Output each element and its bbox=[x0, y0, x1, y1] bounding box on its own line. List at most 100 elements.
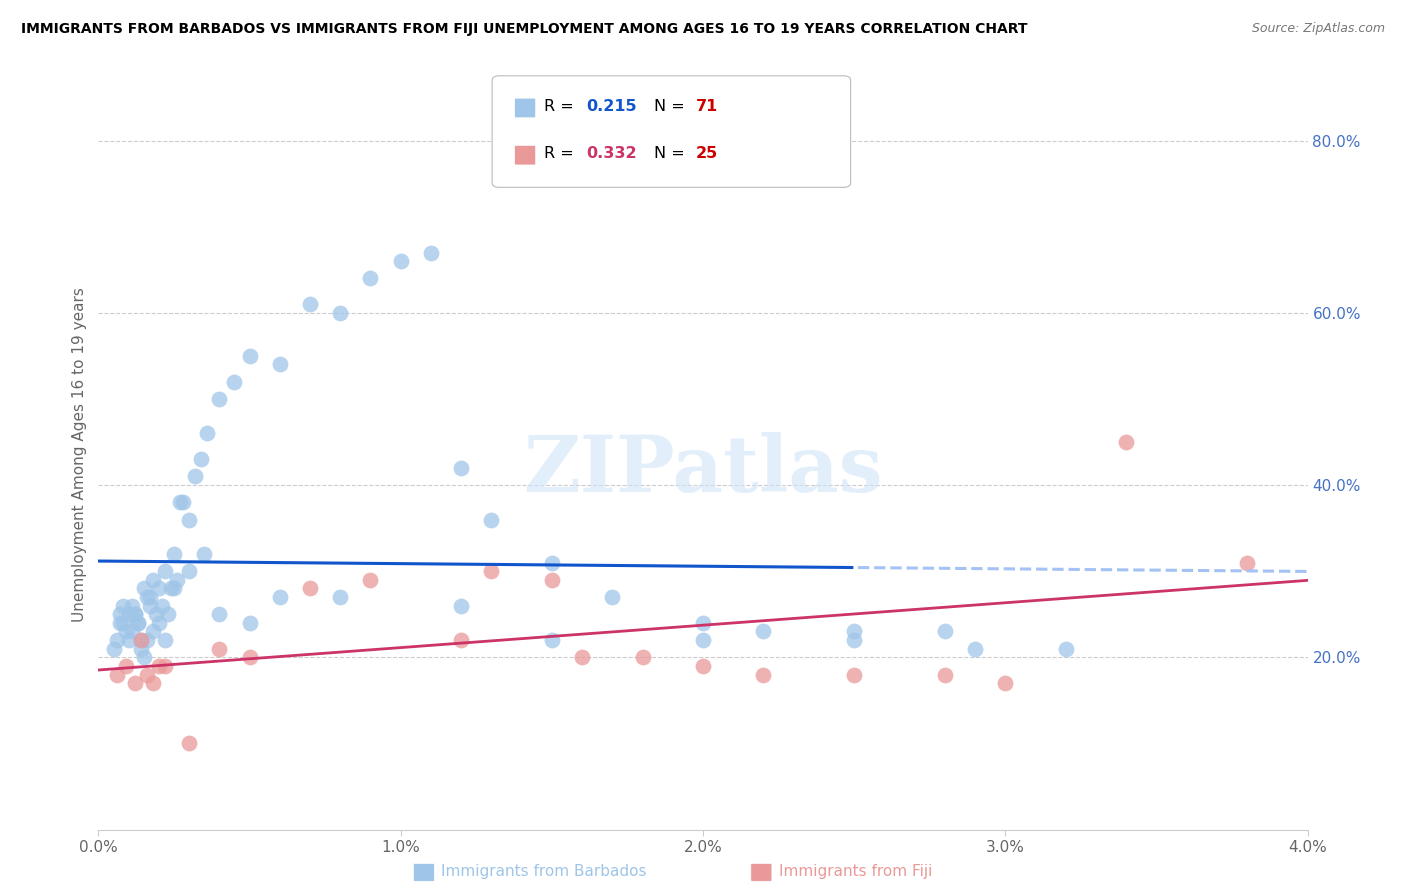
Point bbox=[1236, 556, 1258, 570]
Point bbox=[360, 271, 382, 285]
Point bbox=[179, 512, 201, 526]
Point bbox=[602, 590, 624, 604]
Point bbox=[934, 667, 956, 681]
Point bbox=[389, 254, 412, 268]
Point bbox=[208, 641, 231, 656]
Y-axis label: Unemployment Among Ages 16 to 19 years: Unemployment Among Ages 16 to 19 years bbox=[72, 287, 87, 623]
Point bbox=[118, 607, 141, 622]
Text: R =: R = bbox=[544, 99, 579, 113]
Point bbox=[108, 607, 131, 622]
Point bbox=[142, 624, 165, 639]
Point bbox=[163, 582, 186, 596]
Point bbox=[166, 573, 188, 587]
Point bbox=[132, 650, 155, 665]
Point bbox=[1115, 435, 1137, 450]
Point bbox=[224, 375, 246, 389]
Point bbox=[148, 582, 170, 596]
Point bbox=[844, 667, 866, 681]
Point bbox=[135, 590, 157, 604]
Point bbox=[208, 392, 231, 406]
Point bbox=[299, 582, 322, 596]
Point bbox=[450, 633, 472, 648]
Point bbox=[844, 633, 866, 648]
Point bbox=[269, 590, 291, 604]
Point bbox=[481, 512, 503, 526]
Point bbox=[121, 624, 143, 639]
Point bbox=[299, 297, 322, 311]
Point bbox=[150, 599, 173, 613]
Point bbox=[124, 607, 146, 622]
Text: Immigrants from Barbados: Immigrants from Barbados bbox=[441, 864, 647, 879]
Point bbox=[239, 349, 262, 363]
Point bbox=[179, 564, 201, 578]
Point bbox=[450, 599, 472, 613]
Point bbox=[631, 650, 654, 665]
Point bbox=[142, 676, 165, 690]
Point bbox=[114, 659, 136, 673]
Point bbox=[169, 495, 191, 509]
Text: Source: ZipAtlas.com: Source: ZipAtlas.com bbox=[1251, 22, 1385, 36]
Point bbox=[179, 736, 201, 750]
Point bbox=[145, 607, 167, 622]
Point bbox=[153, 564, 176, 578]
Text: 0.332: 0.332 bbox=[586, 146, 637, 161]
Point bbox=[934, 624, 956, 639]
Text: R =: R = bbox=[544, 146, 579, 161]
Point bbox=[540, 633, 562, 648]
Point bbox=[692, 659, 714, 673]
Text: ZIPatlas: ZIPatlas bbox=[523, 432, 883, 508]
Point bbox=[121, 599, 143, 613]
Point bbox=[129, 641, 152, 656]
Point bbox=[692, 615, 714, 630]
Point bbox=[752, 624, 775, 639]
Text: N =: N = bbox=[654, 99, 690, 113]
Point bbox=[129, 633, 152, 648]
Point bbox=[269, 358, 291, 372]
Point bbox=[105, 667, 128, 681]
Point bbox=[127, 615, 149, 630]
Point bbox=[1054, 641, 1077, 656]
Point bbox=[540, 556, 562, 570]
Point bbox=[148, 659, 170, 673]
Text: IMMIGRANTS FROM BARBADOS VS IMMIGRANTS FROM FIJI UNEMPLOYMENT AMONG AGES 16 TO 1: IMMIGRANTS FROM BARBADOS VS IMMIGRANTS F… bbox=[21, 22, 1028, 37]
Point bbox=[111, 599, 134, 613]
Point bbox=[127, 615, 149, 630]
Point bbox=[142, 573, 165, 587]
Point bbox=[360, 573, 382, 587]
Text: Immigrants from Fiji: Immigrants from Fiji bbox=[779, 864, 932, 879]
Point bbox=[111, 615, 134, 630]
Point bbox=[156, 607, 179, 622]
Text: 25: 25 bbox=[696, 146, 718, 161]
Point bbox=[153, 633, 176, 648]
Text: 0.215: 0.215 bbox=[586, 99, 637, 113]
Point bbox=[420, 245, 443, 260]
Point bbox=[118, 633, 141, 648]
Point bbox=[148, 615, 170, 630]
Point bbox=[481, 564, 503, 578]
Point bbox=[329, 590, 352, 604]
Point bbox=[153, 659, 176, 673]
Point bbox=[108, 615, 131, 630]
Point bbox=[124, 607, 146, 622]
Point bbox=[184, 469, 207, 483]
Point bbox=[132, 582, 155, 596]
Point bbox=[193, 547, 215, 561]
Point bbox=[239, 650, 262, 665]
Point bbox=[163, 547, 186, 561]
Point bbox=[540, 573, 562, 587]
Point bbox=[139, 590, 162, 604]
Point bbox=[692, 633, 714, 648]
Point bbox=[135, 633, 157, 648]
Point bbox=[135, 667, 157, 681]
Point bbox=[195, 426, 218, 441]
Point bbox=[139, 599, 162, 613]
Point bbox=[129, 633, 152, 648]
Point bbox=[965, 641, 987, 656]
Point bbox=[752, 667, 775, 681]
Point bbox=[114, 624, 136, 639]
Point bbox=[160, 582, 183, 596]
Text: 71: 71 bbox=[696, 99, 718, 113]
Point bbox=[105, 633, 128, 648]
Point bbox=[844, 624, 866, 639]
Point bbox=[450, 460, 472, 475]
